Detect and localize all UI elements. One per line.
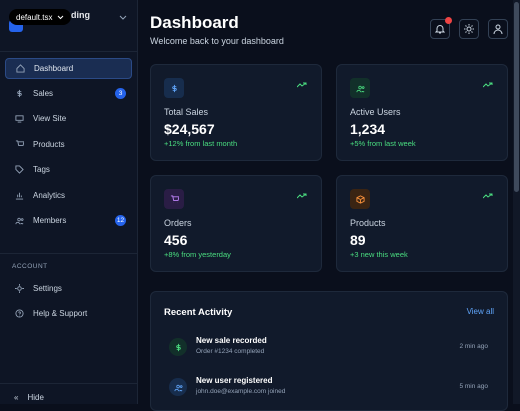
stat-value: 456 [164,232,188,248]
page-subtitle: Welcome back to your dashboard [150,36,284,46]
hide-label: Hide [27,393,44,402]
hide-button[interactable]: «Hide [14,393,44,402]
stat-card: Products 89 +3 new this week [336,175,508,272]
stat-change: +5% from last week [350,139,416,148]
nav-badge: 12 [115,214,126,226]
brand: ading [66,10,90,20]
scrollbar [513,0,520,404]
section-label: ACCOUNT [12,263,48,270]
nav-item[interactable]: Members 12 [5,210,132,231]
nav-item[interactable]: Tags [5,159,132,180]
nav-item[interactable]: Settings [5,278,132,299]
stat-label: Orders [164,218,192,228]
trend-icon [297,82,307,88]
stat-icon [164,189,184,209]
stat-card: Orders 456 +8% from yesterday [150,175,322,272]
activity-time: 2 min ago [459,343,488,350]
theme-button[interactable] [459,19,479,39]
divider [0,51,137,52]
activity-panel: Recent Activity View all New sale record… [150,291,508,411]
nav-label: Sales [33,88,54,98]
stat-label: Total Sales [164,107,209,117]
tab-label: default.tsx [16,12,53,22]
stat-label: Active Users [350,107,401,117]
stat-card: Total Sales $24,567 +12% from last month [150,64,322,161]
nav-item[interactable]: Products [5,134,132,155]
nav-item[interactable]: Sales 3 [5,83,132,104]
stat-change: +12% from last month [164,139,238,148]
collapse-icon[interactable] [119,14,127,22]
stat-icon [350,189,370,209]
nav-label: Tags [33,165,50,175]
activity-detail: Order #1234 completed [196,348,265,355]
nav-item[interactable]: Dashboard [5,57,132,79]
trend-icon [483,82,493,88]
activity-icon [169,378,187,396]
file-tab[interactable]: default.tsx [9,9,72,25]
nav-label: Settings [33,283,62,293]
activity-title: Recent Activity [164,307,233,318]
stat-value: 89 [350,232,366,248]
stat-change: +3 new this week [350,250,408,259]
nav-item[interactable]: Help & Support [5,303,132,324]
stat-icon [164,78,184,98]
divider [0,383,137,384]
stat-value: $24,567 [164,121,215,137]
activity-title: New sale recorded [196,336,267,345]
nav-label: Members [33,215,67,225]
nav-item[interactable]: Analytics [5,185,132,206]
nav-label: Analytics [33,190,66,200]
nav-label: View Site [33,114,67,124]
notifications-button[interactable] [430,17,452,39]
nav-label: Products [33,139,65,149]
view-all-link[interactable]: View all [466,307,494,316]
nav-label: Dashboard [34,63,74,73]
stat-change: +8% from yesterday [164,250,231,259]
page-title: Dashboard [150,13,239,32]
activity-icon [169,338,187,356]
stat-value: 1,234 [350,121,386,137]
nav-label: Help & Support [33,309,88,319]
activity-detail: john.doe@example.com joined [196,388,286,395]
stat-card: Active Users 1,234 +5% from last week [336,64,508,161]
trend-icon [483,193,493,199]
profile-button[interactable] [488,19,508,39]
stat-icon [350,78,370,98]
divider [0,253,137,254]
trend-icon [297,193,307,199]
stat-label: Products [350,218,386,228]
nav-badge: 3 [115,87,126,99]
activity-time: 5 min ago [459,383,488,390]
sidebar: ading default.tsx Dashboard Sales 3 View Si… [0,0,138,404]
activity-title: New user registered [196,376,273,385]
nav-item[interactable]: View Site [5,108,132,129]
